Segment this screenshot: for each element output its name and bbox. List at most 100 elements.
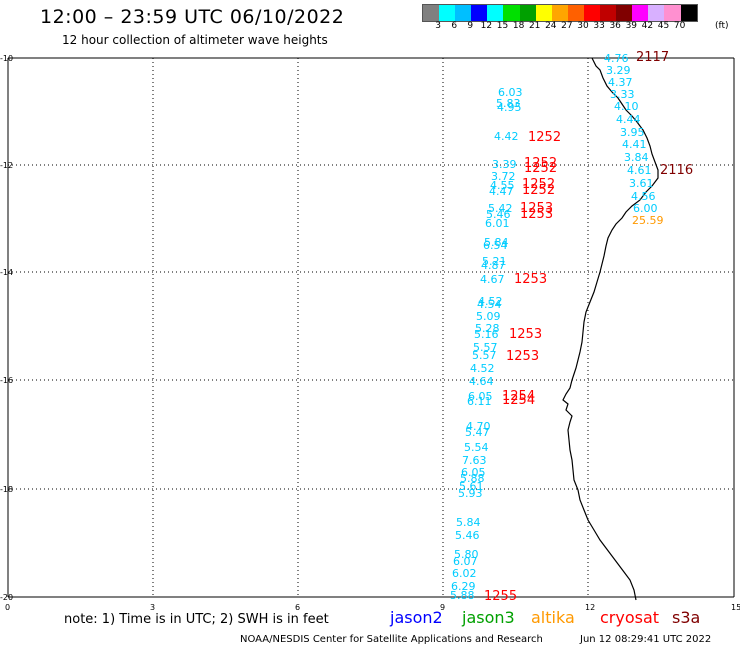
x-tick-label: 12 — [585, 603, 596, 612]
map-title: 12:00 – 23:59 UTC 06/10/2022 — [40, 6, 345, 28]
wave-height-label: 4.76 — [604, 52, 629, 65]
revolution-number: 1254 — [502, 393, 536, 408]
wave-height-label: 4.56 — [631, 190, 656, 203]
wave-height-label: 5.84 — [456, 516, 481, 529]
wave-height-label: 4.44 — [616, 113, 641, 126]
wave-height-label: 6.29 — [451, 580, 476, 593]
wave-height-label: 5.57 — [473, 341, 498, 354]
wave-height-label: 3.84 — [624, 151, 649, 164]
revolution-number: 1253 — [520, 201, 554, 216]
wave-height-label: 6.07 — [453, 555, 478, 568]
wave-height-label: 6.01 — [485, 217, 510, 230]
y-tick-label: -20 — [0, 593, 14, 602]
wave-height-label: 4.52 — [470, 362, 495, 375]
wave-height-label: 5.80 — [454, 548, 479, 561]
note-text: note: 1) Time is in UTC; 2) SWH is in fe… — [64, 612, 329, 627]
scale-swatch — [583, 5, 601, 21]
scale-label: 42 — [641, 21, 654, 31]
revolution-number: 1253 — [509, 327, 543, 342]
wave-height-label: 4.47 — [489, 185, 514, 198]
x-tick-label: 9 — [440, 603, 446, 612]
scale-label: 45 — [657, 21, 670, 31]
scale-swatch — [423, 5, 440, 21]
wave-height-label: 5.54 — [464, 441, 489, 454]
scale-label: 39 — [625, 21, 638, 31]
wave-height-label: 5.93 — [458, 487, 483, 500]
coastline — [562, 57, 659, 601]
wave-height-label: 5.46 — [486, 208, 511, 221]
scale-label: 9 — [467, 21, 474, 31]
legend-altika: altika — [531, 608, 575, 627]
legend-s3a: s3a — [672, 608, 701, 627]
wave-height-label: 6.03 — [498, 86, 523, 99]
wave-height-label: 5.16 — [474, 328, 499, 341]
scale-swatch — [503, 5, 520, 21]
scale-swatch — [519, 5, 536, 21]
scale-label: 70 — [673, 21, 686, 31]
wave-height-label: 4.55 — [490, 179, 515, 192]
revolution-number: 1253 — [514, 272, 548, 287]
y-tick-label: -14 — [0, 268, 14, 277]
revolution-number: 1252 — [522, 177, 556, 192]
scale-label: 30 — [577, 21, 589, 31]
scale-label: 3 — [435, 21, 441, 31]
wave-height-label: 5.88 — [450, 589, 475, 602]
scale-label: 24 — [545, 21, 557, 31]
wave-height-label: 6.54 — [483, 239, 508, 252]
x-tick-label: 0 — [5, 603, 11, 612]
y-tick-label: -18 — [0, 485, 14, 494]
scale-swatch — [535, 5, 552, 21]
revolution-number: 1252 — [522, 183, 556, 198]
y-tick-label: -10 — [0, 54, 14, 63]
map-subtitle: 12 hour collection of altimeter wave hei… — [62, 33, 328, 47]
wave-height-label: 3.33 — [610, 88, 635, 101]
scale-swatch — [455, 5, 472, 21]
scale-swatch — [471, 5, 488, 21]
wave-height-label: 5.28 — [475, 322, 500, 335]
revolution-number: 2117 — [636, 50, 670, 65]
wave-height-label: 5.42 — [488, 202, 513, 215]
wave-height-label: 5.83 — [496, 97, 521, 110]
wave-height-label: 4.87 — [481, 259, 506, 272]
wave-height-label: 25.59 — [632, 214, 664, 227]
wave-height-label: 5.47 — [465, 426, 490, 439]
revolution-number: 2116 — [660, 163, 694, 178]
scale-swatch — [567, 5, 584, 21]
scale-label: 21 — [528, 21, 541, 31]
wave-height-label: 5.46 — [455, 529, 480, 542]
footer-credit: NOAA/NESDIS Center for Satellite Applica… — [240, 634, 543, 645]
y-tick-label: -16 — [0, 376, 14, 385]
wave-height-label: 4.37 — [608, 76, 633, 89]
wave-height-color-scale — [422, 4, 698, 22]
wave-height-label: 4.54 — [477, 298, 502, 311]
wave-height-label: 3.95 — [620, 126, 645, 139]
wave-height-label: 5.84 — [484, 236, 509, 249]
revolution-number: 1255 — [484, 589, 518, 604]
revolution-number: 1252 — [524, 161, 558, 176]
footer-timestamp: Jun 12 08:29:41 UTC 2022 — [580, 634, 712, 645]
wave-height-label: 7.63 — [462, 454, 487, 467]
wave-height-label: 5.21 — [482, 255, 507, 268]
scale-swatch — [680, 5, 697, 21]
lat-lon-grid — [7, 57, 735, 598]
legend-jason3: jason3 — [462, 608, 515, 627]
scale-swatch — [648, 5, 665, 21]
wave-height-label: 4.52 — [478, 295, 503, 308]
revolution-number: 1253 — [520, 207, 554, 222]
wave-height-label: 3.72 — [491, 170, 516, 183]
legend-jason2: jason2 — [390, 608, 443, 627]
scale-swatch — [664, 5, 681, 21]
wave-height-label: 5.57 — [472, 349, 497, 362]
wave-height-label: 4.10 — [614, 100, 639, 113]
wave-height-label: 5.09 — [476, 310, 501, 323]
scale-swatch — [487, 5, 504, 21]
scale-swatch — [616, 5, 633, 21]
scale-swatch — [632, 5, 649, 21]
wave-height-label: 4.41 — [622, 138, 647, 151]
revolution-number: 1252 — [528, 130, 562, 145]
wave-height-label: 3.61 — [629, 177, 654, 190]
legend-cryosat: cryosat — [600, 608, 660, 627]
scale-label: 33 — [593, 21, 605, 31]
x-tick-label: 3 — [150, 603, 156, 612]
